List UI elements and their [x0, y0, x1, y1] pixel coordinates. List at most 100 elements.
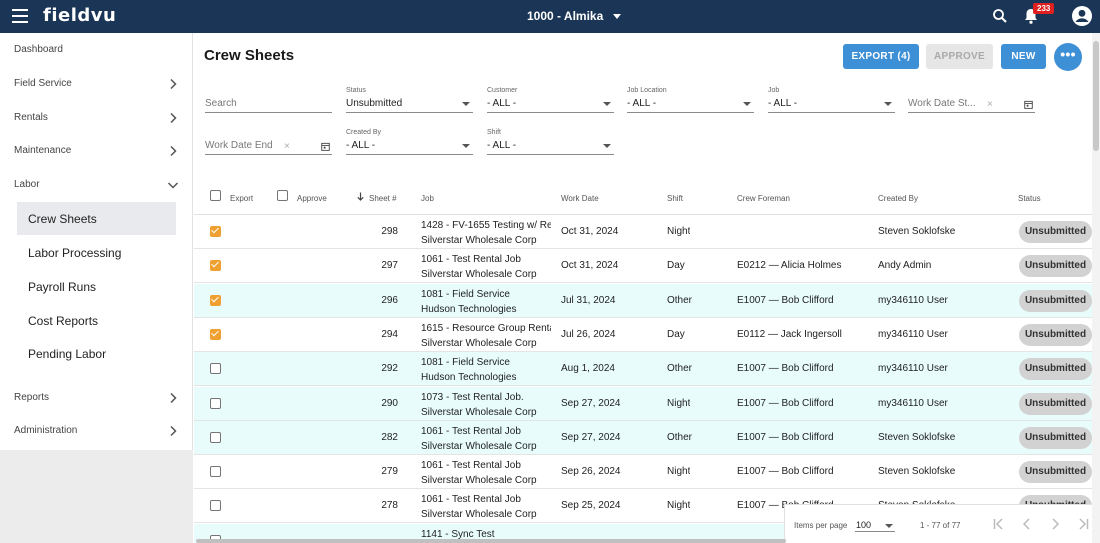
export-checkbox[interactable] — [210, 466, 221, 478]
export-checkbox[interactable] — [210, 363, 221, 375]
sidebar-item-rentals[interactable]: Rentals — [0, 103, 193, 133]
job-name: 1428 - FV-1655 Testing w/ Re — [421, 220, 551, 231]
job-name: 1061 - Test Rental Job — [421, 254, 521, 266]
sidebar-item-label: Payroll Runs — [28, 280, 97, 294]
app-logo[interactable]: fieldvu — [43, 5, 117, 26]
sidebar-item-label: Field Service — [14, 78, 72, 89]
company-name: 1000 - Almika — [527, 9, 604, 23]
export-checkbox[interactable] — [210, 328, 221, 340]
column-header-sheet[interactable]: Sheet # — [369, 194, 397, 203]
export-button[interactable]: EXPORT (4) — [843, 44, 919, 69]
sidebar-item-label: Dashboard — [14, 44, 63, 55]
notification-count-badge: 233 — [1033, 3, 1055, 14]
column-header-created-by[interactable]: Created By — [878, 194, 919, 203]
column-header-status[interactable]: Status — [1018, 194, 1041, 203]
approve-button[interactable]: APPROVE — [926, 44, 993, 69]
sheet-number: 297 — [381, 260, 398, 272]
company-selector[interactable]: 1000 - Almika — [527, 9, 622, 23]
sidebar-item-label: Cost Reports — [28, 314, 99, 328]
account-icon[interactable] — [1071, 5, 1093, 32]
search-icon[interactable] — [992, 8, 1008, 29]
status-select[interactable]: Status Unsubmitted — [346, 87, 473, 113]
job-cell: 1061 - Test Rental Job Silverstar Wholesa… — [421, 424, 551, 454]
column-header-job[interactable]: Job — [421, 194, 434, 203]
status-badge: Unsubmitted — [1019, 255, 1092, 278]
table-row[interactable]: 298 1428 - FV-1655 Testing w/ Re Silversta… — [194, 215, 1100, 249]
job-cell: 1061 - Test Rental Job Silverstar Wholesa… — [421, 492, 551, 522]
customer-select[interactable]: Customer - ALL - — [487, 87, 614, 113]
sidebar-item-crew-sheets[interactable]: Crew Sheets — [17, 202, 176, 235]
export-checkbox[interactable] — [210, 431, 221, 443]
sidebar-item-label: Rentals — [14, 112, 48, 123]
table-row[interactable]: 294 1615 - Resource Group Rental Silversta… — [194, 318, 1100, 352]
export-checkbox[interactable] — [210, 534, 221, 543]
shift-select[interactable]: Shift - ALL - — [487, 129, 614, 155]
job-location-select[interactable]: Job Location - ALL - — [627, 87, 754, 113]
work-date-end-field[interactable]: Work Date End × — [205, 129, 332, 155]
export-checkbox[interactable] — [210, 260, 221, 272]
last-page-icon[interactable] — [1074, 516, 1092, 532]
sidebar-item-cost-reports[interactable]: Cost Reports — [17, 304, 176, 337]
work-date: Oct 31, 2024 — [561, 260, 619, 272]
dropdown-arrow-icon — [462, 144, 470, 148]
new-button[interactable]: NEW — [1001, 44, 1046, 69]
export-checkbox[interactable] — [210, 500, 221, 512]
sidebar-item-label: Reports — [14, 392, 50, 403]
work-date: Sep 27, 2024 — [561, 397, 621, 409]
more-options-button[interactable]: ••• — [1054, 43, 1082, 71]
sidebar-item-maintenance[interactable]: Maintenance — [0, 136, 193, 166]
table-row[interactable]: 279 1061 - Test Rental Job Silverstar Whol… — [194, 455, 1100, 490]
export-checkbox[interactable] — [210, 226, 221, 237]
scrollbar-thumb[interactable] — [1093, 41, 1099, 151]
previous-page-icon[interactable] — [1018, 516, 1036, 532]
sort-arrow-down-icon[interactable] — [357, 192, 364, 203]
customer-label: Customer — [487, 87, 518, 94]
status-label: Status — [346, 87, 366, 94]
table-row[interactable]: 297 1061 - Test Rental Job Silverstar Whol… — [194, 249, 1100, 284]
vertical-scrollbar[interactable] — [1092, 33, 1100, 543]
horizontal-scrollbar[interactable] — [196, 539, 786, 543]
job-name: 1081 - Field Service — [421, 288, 510, 300]
clear-icon[interactable]: × — [284, 141, 290, 152]
table-row[interactable]: 282 1061 - Test Rental Job Silverstar Whol… — [194, 420, 1100, 455]
sidebar-item-labor[interactable]: Labor — [0, 170, 193, 200]
column-header-shift[interactable]: Shift — [667, 194, 684, 203]
sidebar-item-payroll-runs[interactable]: Payroll Runs — [17, 270, 176, 303]
job-location-value: - ALL - — [627, 98, 657, 109]
calendar-icon[interactable] — [1024, 100, 1033, 109]
column-header-crew-foreman[interactable]: Crew Foreman — [737, 194, 790, 203]
column-header-work-date[interactable]: Work Date — [561, 194, 599, 203]
sidebar-item-labor-processing[interactable]: Labor Processing — [17, 236, 176, 269]
shift: Other — [667, 294, 693, 306]
items-per-page-label: Items per page — [794, 521, 848, 530]
job-cell: 1428 - FV-1655 Testing w/ Re Silverstar W… — [421, 218, 551, 248]
job-cell: 1081 - Field Service Hudson Technologies — [421, 355, 551, 385]
crew-foreman: E1007 — Bob Clifford — [737, 397, 834, 409]
job-name: 1141 - Sync Test — [421, 528, 495, 540]
work-date-start-field[interactable]: Work Date St... × — [908, 87, 1035, 113]
first-page-icon[interactable] — [990, 516, 1008, 532]
next-page-icon[interactable] — [1046, 516, 1064, 532]
sidebar-item-field-service[interactable]: Field Service — [0, 69, 193, 99]
export-checkbox[interactable] — [210, 294, 221, 306]
table-row[interactable]: 292 1081 - Field Service Hudson Technologi… — [194, 352, 1100, 387]
sidebar-item-reports[interactable]: Reports — [0, 383, 193, 413]
sidebar-item-pending-labor[interactable]: Pending Labor — [17, 337, 176, 370]
job-select[interactable]: Job - ALL - — [768, 87, 895, 113]
calendar-icon[interactable] — [321, 142, 330, 151]
items-per-page-select[interactable]: 100 — [855, 516, 895, 532]
table-row[interactable]: 290 1073 - Test Rental Job. Silverstar Who… — [194, 386, 1100, 421]
sidebar-item-dashboard[interactable]: Dashboard — [0, 35, 193, 65]
created-by-select[interactable]: Created By - ALL - — [346, 129, 473, 155]
sidebar-item-administration[interactable]: Administration — [0, 416, 193, 446]
search-input[interactable]: Search — [205, 87, 332, 113]
hamburger-menu-icon[interactable] — [12, 9, 28, 23]
dropdown-arrow-icon — [884, 102, 892, 106]
table-row[interactable]: 296 1081 - Field Service Hudson Technologi… — [194, 283, 1100, 318]
job-name: 1081 - Field Service — [421, 357, 510, 369]
clear-icon[interactable]: × — [987, 99, 993, 110]
status-badge: Unsubmitted — [1019, 461, 1092, 484]
export-checkbox[interactable] — [210, 397, 221, 409]
export-all-checkbox[interactable] — [210, 190, 221, 201]
approve-all-checkbox[interactable] — [277, 190, 288, 201]
